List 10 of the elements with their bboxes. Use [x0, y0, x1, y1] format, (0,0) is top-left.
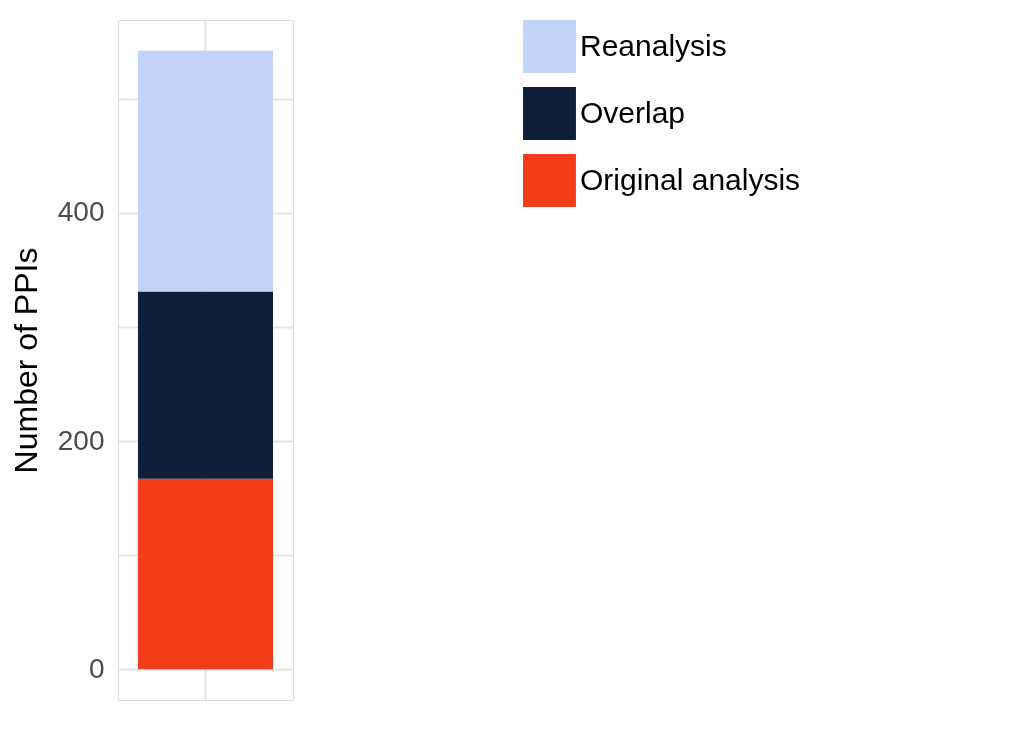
y-axis-title: Number of PPIs: [7, 247, 44, 474]
y-tick-label: 400: [57, 196, 105, 228]
y-tick-label: 200: [57, 424, 105, 456]
legend-label: Overlap: [580, 95, 686, 129]
bar: [138, 50, 273, 292]
bar: [138, 478, 273, 670]
legend-label: Original analysis: [580, 162, 801, 196]
bar: [138, 291, 273, 479]
y-tick-label: 0: [88, 652, 105, 684]
legend-label: Reanalysis: [580, 28, 727, 62]
